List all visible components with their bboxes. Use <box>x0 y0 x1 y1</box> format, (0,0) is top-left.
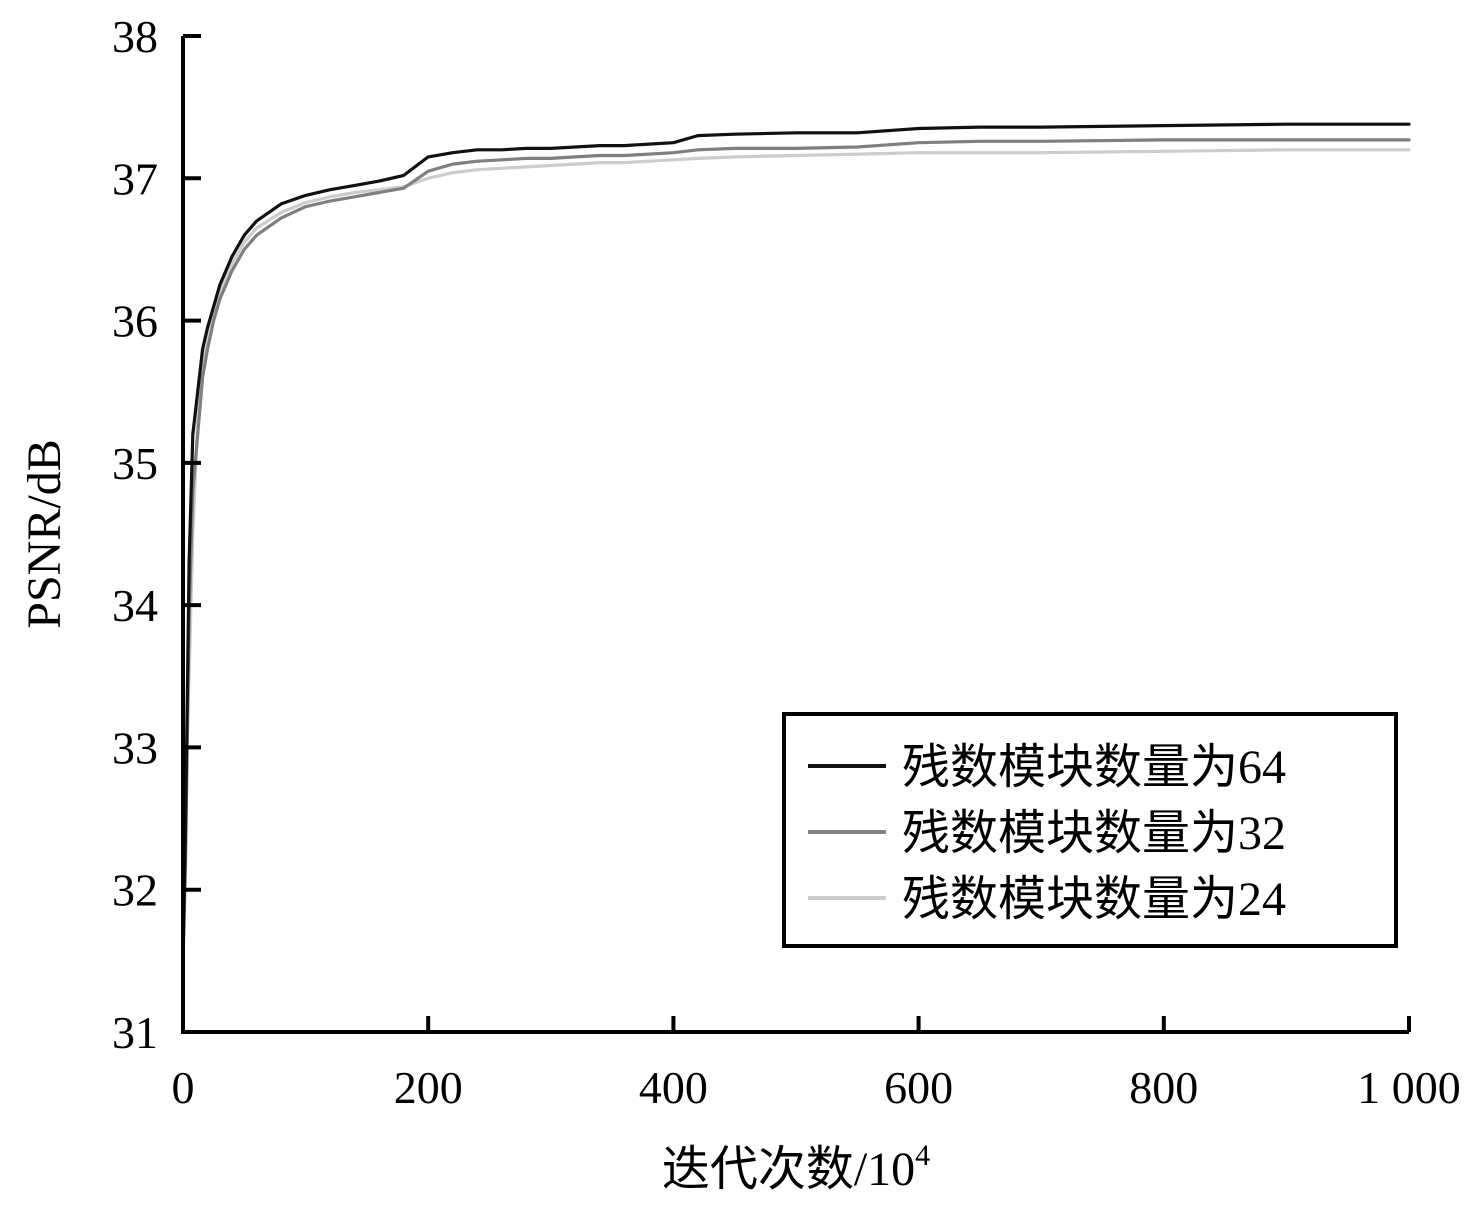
y-tick-label: 35 <box>112 438 158 489</box>
y-tick-label: 38 <box>112 11 158 62</box>
y-tick-label: 33 <box>112 722 158 773</box>
x-axis-label-exponent: 4 <box>915 1139 930 1172</box>
x-tick-label: 0 <box>172 1062 195 1113</box>
y-axis-label: PSNR/dB <box>18 439 71 628</box>
series-line-0 <box>181 122 1411 963</box>
series-layer <box>181 122 1411 963</box>
y-tick-label: 31 <box>112 1007 158 1058</box>
legend-label-0: 残数模块数量为64 <box>902 741 1286 794</box>
x-tick-label: 800 <box>1129 1062 1198 1113</box>
y-tick-label: 34 <box>112 580 158 631</box>
legend: 残数模块数量为64 残数模块数量为32 残数模块数量为24 <box>782 712 1398 948</box>
ticks-layer: 0 200 400 600 800 1 000 31 32 33 34 35 36 37 38 <box>112 11 1461 1113</box>
legend-label-2: 残数模块数量为24 <box>902 873 1286 926</box>
x-tick-label: 400 <box>639 1062 708 1113</box>
series-line-1 <box>181 138 1411 963</box>
legend-label-1: 残数模块数量为32 <box>902 807 1286 860</box>
x-tick-label: 200 <box>394 1062 463 1113</box>
y-tick-label: 37 <box>112 153 158 204</box>
x-axis-label: 迭代次数/104 <box>662 1139 930 1196</box>
x-tick-label: 1 000 <box>1357 1062 1461 1113</box>
legend-items: 残数模块数量为64 残数模块数量为32 残数模块数量为24 <box>808 741 1286 926</box>
x-tick-label: 600 <box>884 1062 953 1113</box>
series-line-2 <box>181 148 1411 949</box>
y-tick-label: 32 <box>112 865 158 916</box>
axes-layer <box>181 36 1409 1034</box>
y-tick-label: 36 <box>112 296 158 347</box>
